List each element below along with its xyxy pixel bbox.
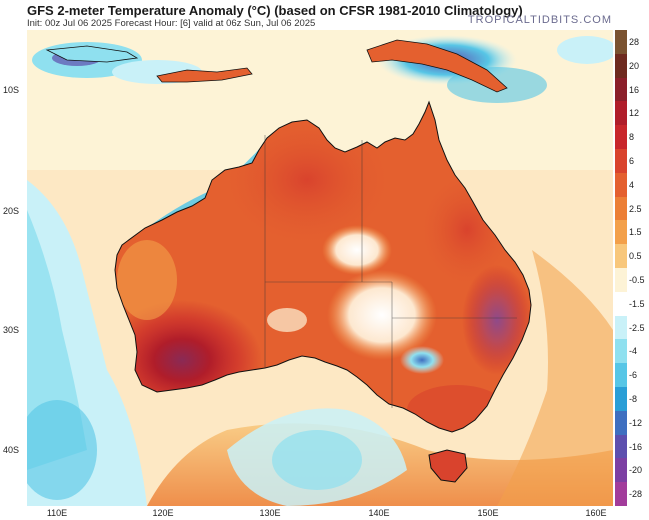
longitude-label-140e: 140E (368, 508, 390, 518)
longitude-label-130e: 130E (259, 508, 281, 518)
colorbar-swatch (615, 244, 627, 269)
colorbar-swatch (615, 196, 627, 221)
colorbar-swatch (615, 172, 627, 198)
anomaly-map-canvas (27, 30, 613, 506)
colorbar-label: -4 (629, 346, 638, 357)
latitude-label-30s: 30S (3, 325, 20, 335)
colorbar-swatch (615, 339, 627, 364)
latitude-label-40s: 40S (3, 445, 20, 455)
colorbar: 28 20 16 12 8 6 4 2.5 1.5 0.5 -0.5 -1.5 -2.5 -4 -6 -8 -1… (615, 30, 645, 507)
colorbar-swatch (615, 220, 627, 245)
colorbar-label: -0.5 (629, 274, 645, 285)
colorbar-label: 8 (629, 132, 635, 143)
longitude-label-120e: 120E (152, 508, 174, 518)
colorbar-swatch (615, 315, 627, 340)
colorbar-swatch (615, 268, 627, 293)
colorbar-swatch (615, 434, 627, 459)
colorbar-label: -1.5 (629, 298, 645, 309)
colorbar-swatch (615, 387, 627, 412)
longitude-label-150e: 150E (477, 508, 499, 518)
longitude-label-160e: 160E (585, 508, 607, 518)
colorbar-label: 0.5 (629, 251, 642, 262)
colorbar-swatch (615, 482, 627, 507)
colorbar-label: 20 (629, 60, 640, 71)
colorbar-swatch (615, 125, 627, 150)
anomaly-map[interactable] (27, 30, 613, 506)
colorbar-label: 6 (629, 155, 635, 166)
colorbar-swatch (615, 77, 627, 102)
colorbar-label: 1.5 (629, 227, 642, 238)
latitude-label-20s: 20S (3, 206, 20, 216)
colorbar-swatch (615, 458, 627, 483)
colorbar-label: 16 (629, 84, 640, 95)
colorbar-swatch (615, 410, 627, 436)
brand-watermark[interactable]: TROPICALTIDBITS.COM (467, 14, 612, 26)
colorbar-label: -2.5 (629, 322, 645, 333)
colorbar-label: -28 (629, 489, 643, 500)
map-title: GFS 2-meter Temperature Anomaly (°C) (ba… (27, 3, 523, 18)
colorbar-label: 12 (629, 108, 640, 119)
colorbar-swatch (615, 101, 627, 126)
colorbar-label: -8 (629, 393, 638, 404)
colorbar-swatch (615, 149, 627, 174)
latitude-label-10s: 10S (3, 85, 20, 95)
colorbar-label: -12 (629, 417, 643, 428)
colorbar-label: -16 (629, 441, 643, 452)
colorbar-swatch (615, 291, 627, 317)
colorbar-swatch (615, 363, 627, 388)
colorbar-label: -6 (629, 370, 638, 381)
map-subtitle: Init: 00z Jul 06 2025 Forecast Hour: [6]… (27, 18, 316, 29)
colorbar-label: 28 (629, 36, 640, 47)
colorbar-label: -20 (629, 465, 643, 476)
colorbar-label: 4 (629, 179, 635, 190)
colorbar-label: 2.5 (629, 203, 642, 214)
colorbar-swatch (615, 53, 627, 79)
colorbar-swatch (615, 30, 627, 55)
longitude-label-110e: 110E (46, 508, 68, 518)
